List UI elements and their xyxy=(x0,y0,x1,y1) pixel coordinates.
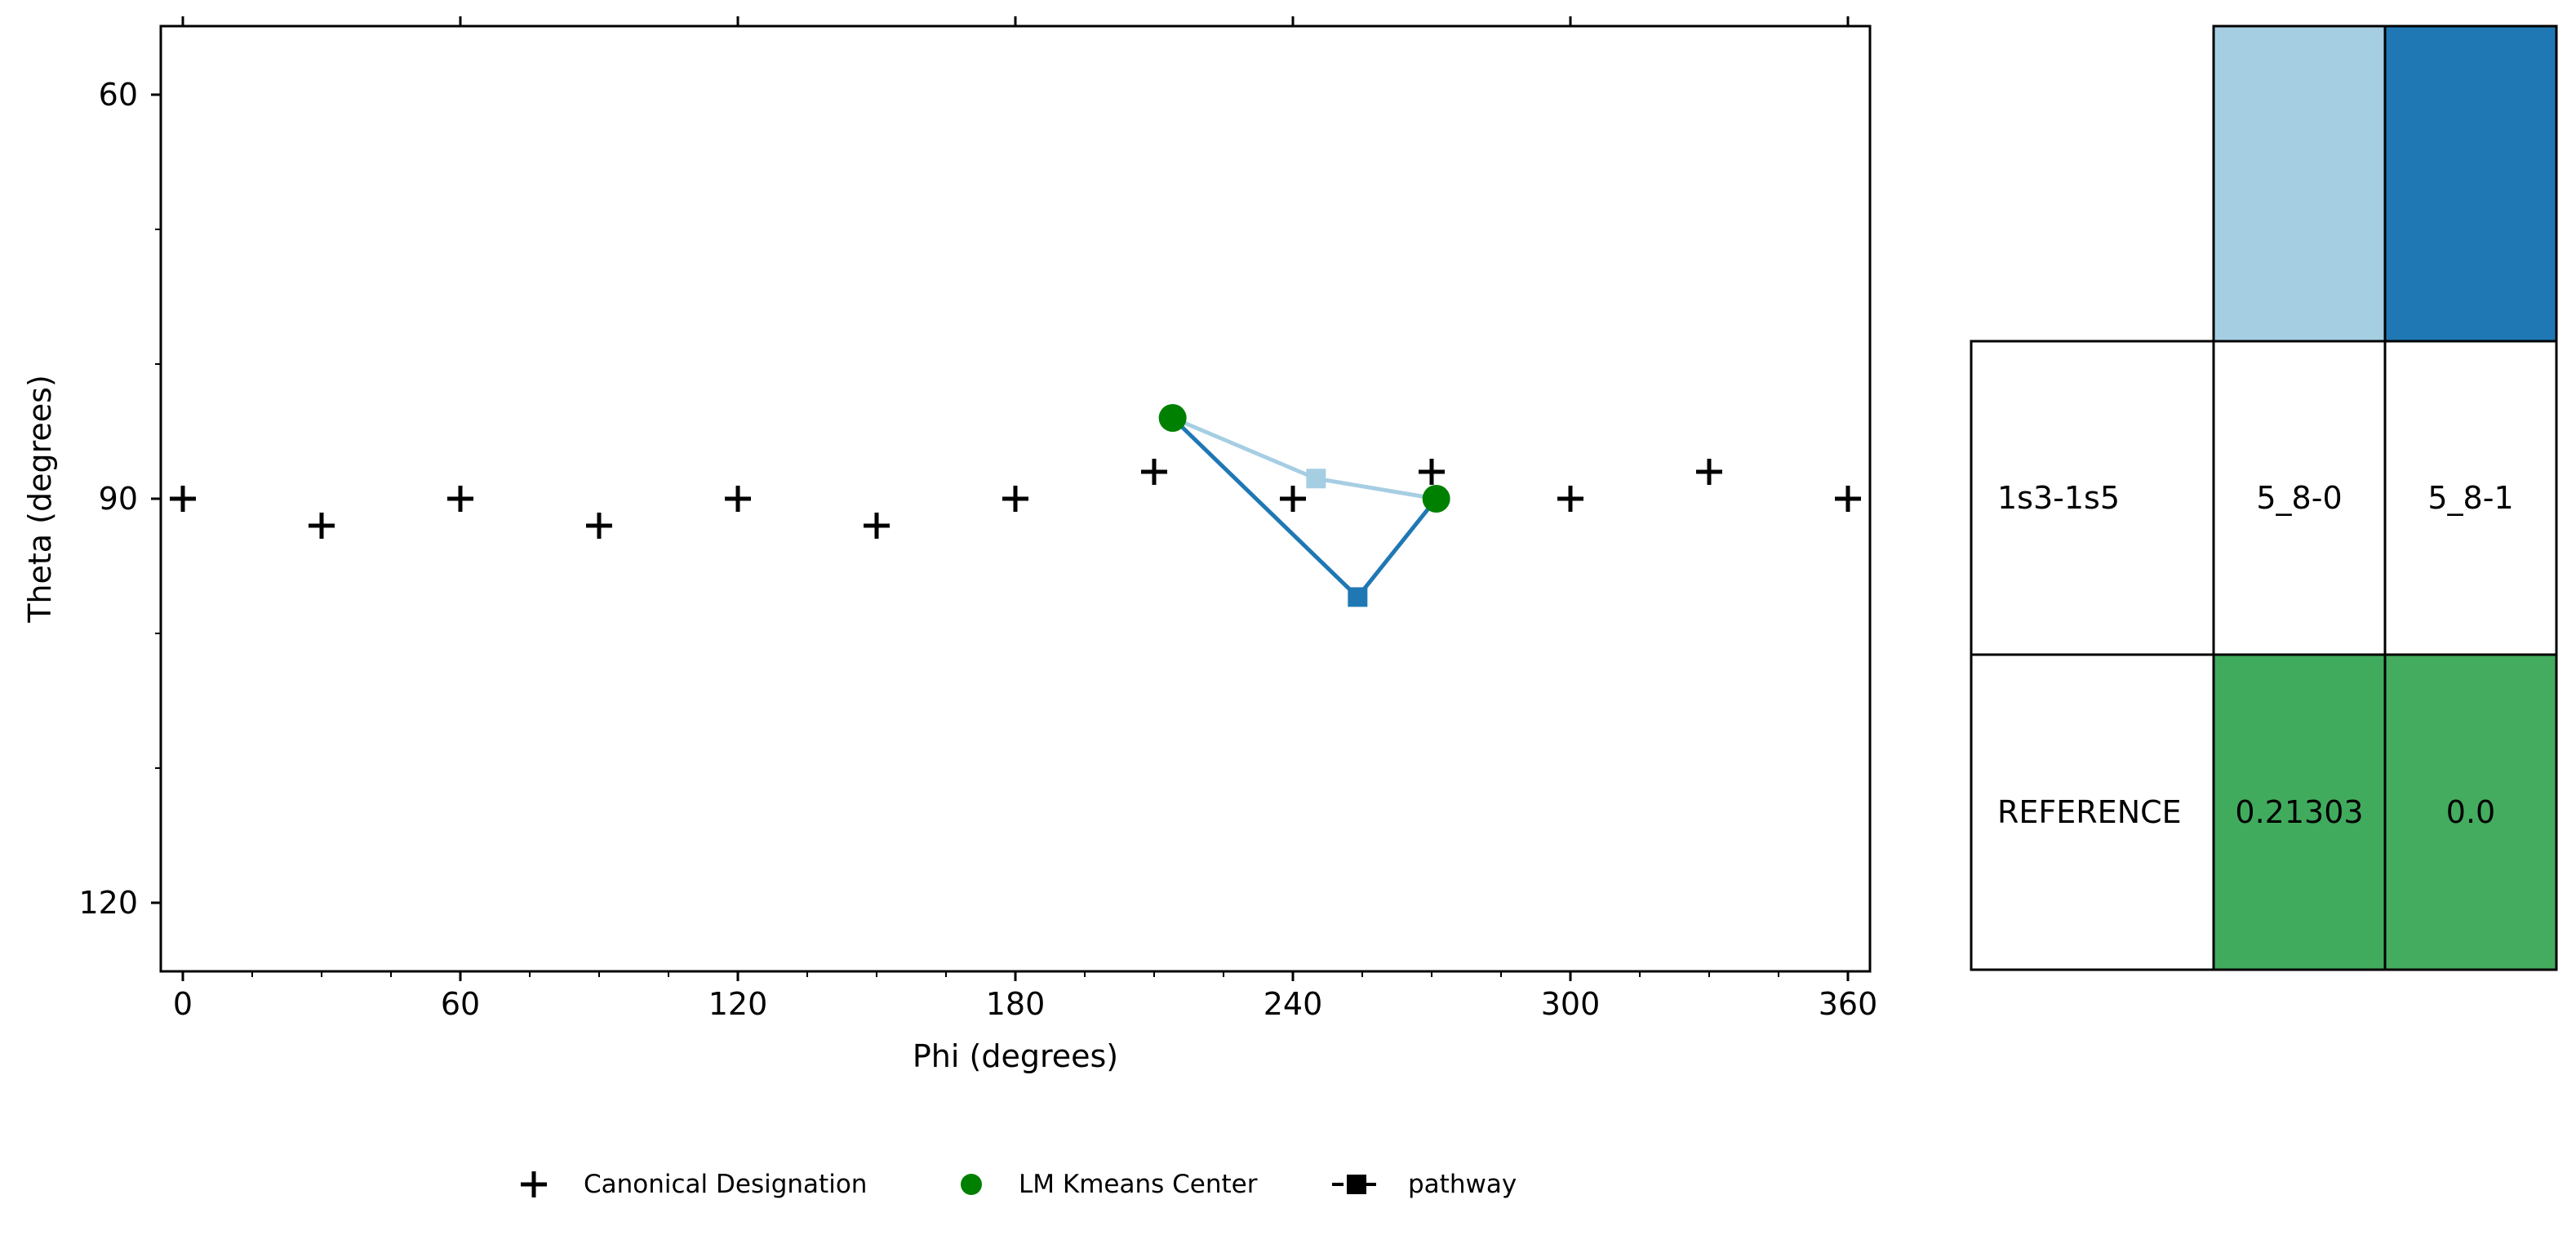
x-tick-label: 180 xyxy=(986,986,1046,1022)
kmeans-center-point xyxy=(1158,404,1187,432)
pathway-line xyxy=(1170,416,1438,601)
x-tick-label: 360 xyxy=(1819,986,1878,1022)
y-tick-label: 120 xyxy=(78,885,138,921)
x-tick-label: 60 xyxy=(441,986,480,1022)
square-marker-icon xyxy=(1347,1175,1366,1194)
x-axis-label: Phi (degrees) xyxy=(913,1038,1118,1074)
canonical-plus-marker xyxy=(586,513,612,539)
axes: Phi (degrees) Theta (degrees) 0 60 120 180 2… xyxy=(22,16,1877,1074)
y-axis-label: Theta (degrees) xyxy=(22,375,58,624)
table-row-label: 1s3-1s5 xyxy=(1997,480,2120,516)
canonical-plus-marker xyxy=(1696,459,1722,485)
canonical-plus-marker xyxy=(447,486,473,512)
plot-content xyxy=(170,404,1861,607)
x-tick-label: 0 xyxy=(173,986,193,1022)
y-tick-label: 90 xyxy=(99,481,138,517)
legend-item-kmeans: LM Kmeans Center xyxy=(961,1170,1258,1199)
table-row-label-cell xyxy=(1970,653,2215,971)
table-cell xyxy=(2212,653,2387,971)
table-cell-value: 0.0 xyxy=(2446,794,2495,830)
legend-label-canonical: Canonical Designation xyxy=(584,1170,867,1199)
plot-area xyxy=(170,404,1861,607)
table-row-label: REFERENCE xyxy=(1997,794,2182,830)
table-header-swatch xyxy=(2212,24,2387,343)
circle-marker-icon xyxy=(961,1174,982,1195)
table-cell xyxy=(2212,340,2387,656)
canonical-plus-marker xyxy=(864,513,890,539)
table-cell-value: 0.21303 xyxy=(2235,794,2363,830)
table-cell xyxy=(2383,653,2558,971)
table-cell-value: 5_8-0 xyxy=(2256,480,2342,516)
legend-item-pathway: pathway xyxy=(1332,1170,1517,1199)
pathway-square-marker xyxy=(1348,587,1368,607)
legend-label-pathway: pathway xyxy=(1408,1170,1517,1199)
canonical-plus-marker xyxy=(1557,486,1583,512)
x-tick-label: 240 xyxy=(1264,986,1323,1022)
x-tick-label: 120 xyxy=(708,986,768,1022)
table-row-label-cell xyxy=(1970,340,2215,656)
kmeans-center-point xyxy=(1422,485,1450,513)
canonical-plus-marker xyxy=(1141,459,1167,485)
legend: Canonical Designation LM Kmeans Center p… xyxy=(521,1170,1517,1199)
data-table: 1s3-1s5 5_8-0 5_8-1 REFERENCE 0.21303 0.0 xyxy=(1970,24,2558,971)
pathway-square-marker xyxy=(1306,469,1326,489)
x-tick-label: 300 xyxy=(1541,986,1601,1022)
plus-marker-icon xyxy=(521,1171,547,1197)
legend-item-canonical: Canonical Designation xyxy=(521,1170,867,1199)
canonical-plus-marker xyxy=(1280,486,1306,512)
table-cell-value: 5_8-1 xyxy=(2427,480,2513,516)
y-tick-label: 60 xyxy=(99,77,138,113)
canonical-plus-marker xyxy=(1419,459,1445,485)
canonical-plus-marker xyxy=(309,513,335,539)
canonical-plus-marker xyxy=(725,486,751,512)
canonical-plus-marker xyxy=(1002,486,1028,512)
legend-label-kmeans: LM Kmeans Center xyxy=(1019,1170,1258,1199)
table-cell xyxy=(2383,340,2558,656)
canonical-plus-marker xyxy=(1835,486,1861,512)
table-header-swatch xyxy=(2383,24,2558,343)
canonical-plus-marker xyxy=(170,486,196,512)
